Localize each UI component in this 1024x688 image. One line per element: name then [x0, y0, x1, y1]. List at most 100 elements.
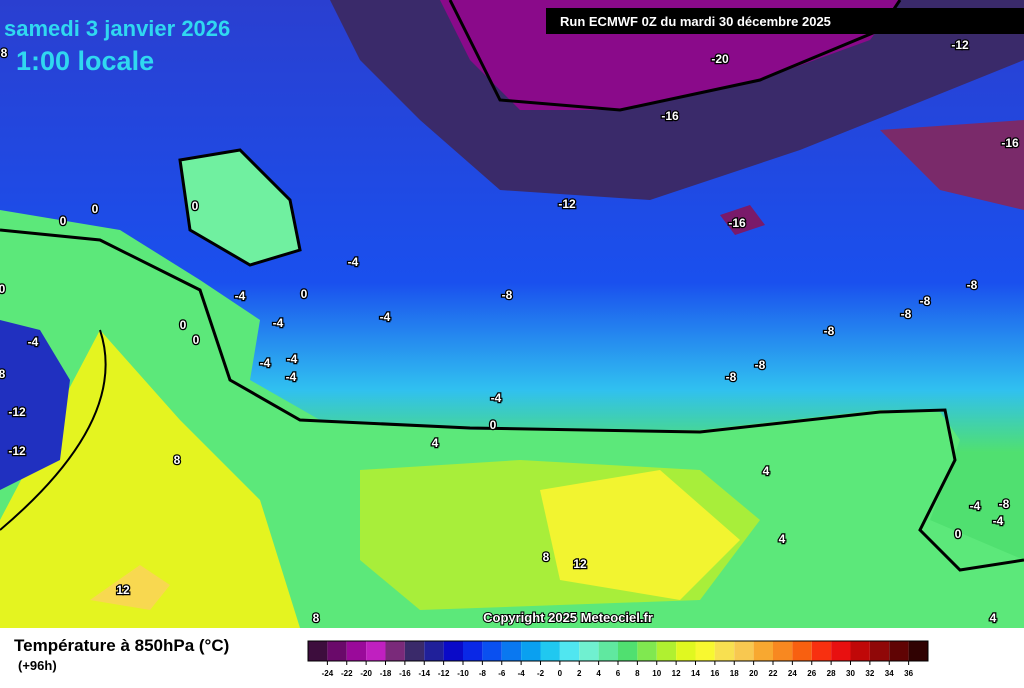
tick-label: -16	[399, 669, 411, 678]
yellow-zone-2	[540, 470, 740, 600]
tick-label: 12	[672, 669, 681, 678]
tick-label: 16	[710, 669, 719, 678]
tick-label: 20	[749, 669, 758, 678]
tick-label: -12	[438, 669, 450, 678]
contour-label: 0	[301, 287, 308, 301]
contour-label: 0	[92, 202, 99, 216]
color-swatch	[753, 641, 773, 661]
contour-label: 0	[193, 333, 200, 347]
color-swatch	[424, 641, 444, 661]
time-title: 1:00 locale	[16, 46, 154, 76]
tick-label: -6	[498, 669, 506, 678]
contour-label: 0	[180, 318, 187, 332]
legend-title: Température à 850hPa (°C)	[14, 636, 229, 655]
contour-label: -4	[491, 391, 502, 405]
contour-label: 0	[0, 282, 6, 296]
contour-label: -8	[726, 370, 737, 384]
color-swatch	[404, 641, 425, 661]
contour-label: -4	[380, 310, 391, 324]
greenland-contour	[178, 148, 302, 267]
tick-label: -2	[537, 669, 545, 678]
tick-label: 10	[652, 669, 661, 678]
tick-label: 2	[577, 669, 582, 678]
contour-label: 4	[779, 532, 786, 546]
contour-label: 12	[116, 583, 130, 597]
color-swatch	[792, 641, 812, 661]
contour-label: -4	[235, 289, 246, 303]
contour-label: 4	[990, 611, 997, 625]
contour-label: 8	[543, 550, 550, 564]
run-label: Run ECMWF 0Z du mardi 30 décembre 2025	[560, 14, 831, 29]
color-swatch	[521, 641, 541, 661]
color-swatch	[869, 641, 890, 661]
contour-label: -8	[824, 324, 835, 338]
date-title: samedi 3 janvier 2026	[4, 16, 230, 41]
tick-label: -18	[380, 669, 392, 678]
color-swatch	[327, 641, 347, 661]
tick-label: 18	[730, 669, 739, 678]
contour-label: 8	[0, 367, 6, 381]
tick-label: -4	[518, 669, 526, 678]
cold-patch	[880, 120, 1024, 210]
color-swatch	[385, 641, 405, 661]
contour-label: -12	[558, 197, 576, 211]
tick-label: 0	[558, 669, 563, 678]
color-swatch	[366, 641, 386, 661]
tick-label: 14	[691, 669, 700, 678]
tick-label: -10	[457, 669, 469, 678]
copyright: Copyright 2025 Meteociel.fr	[483, 610, 653, 625]
orange-patch	[90, 565, 170, 610]
tick-label: 32	[865, 669, 874, 678]
color-swatch	[734, 641, 754, 661]
contour-label: -8	[967, 278, 978, 292]
color-swatch	[831, 641, 851, 661]
contour-label: -4	[273, 316, 284, 330]
contour-label: -8	[901, 307, 912, 321]
contour-label: -4	[993, 514, 1004, 528]
contour-label: -4	[260, 356, 271, 370]
contour-label: 0	[192, 199, 199, 213]
contour-label: -16	[1001, 136, 1019, 150]
contour-label: -12	[951, 38, 969, 52]
run-banner	[546, 8, 1024, 34]
tick-label: 36	[904, 669, 913, 678]
contour-label: 12	[573, 557, 587, 571]
contour-label: 0	[955, 527, 962, 541]
color-swatch	[540, 641, 560, 661]
tick-label: 6	[616, 669, 621, 678]
contour-label: -16	[661, 109, 679, 123]
color-swatch	[676, 641, 696, 661]
tick-label: 24	[788, 669, 797, 678]
tick-label: -8	[479, 669, 487, 678]
contour-label: -4	[287, 352, 298, 366]
color-swatch	[811, 641, 832, 661]
tick-label: 4	[596, 669, 601, 678]
contour-label: 4	[763, 464, 770, 478]
cold-patch-3	[0, 320, 70, 490]
contour-label: -8	[755, 358, 766, 372]
color-swatch	[850, 641, 870, 661]
contour-label: -4	[286, 370, 297, 384]
tick-label: 22	[769, 669, 778, 678]
contour-label: -8	[999, 497, 1010, 511]
contour-label: 8	[1, 46, 8, 60]
contour-label: -16	[728, 216, 746, 230]
legend-subtitle: (+96h)	[18, 658, 57, 673]
contour-label: -8	[502, 288, 513, 302]
contour-label: 0	[490, 418, 497, 432]
color-swatch	[656, 641, 677, 661]
tick-label: -14	[418, 669, 430, 678]
color-swatch	[579, 641, 599, 661]
color-swatch	[889, 641, 909, 661]
color-swatch	[559, 641, 580, 661]
tick-label: 28	[827, 669, 836, 678]
tick-label: 30	[846, 669, 855, 678]
color-swatch	[773, 641, 793, 661]
yellow-zone	[0, 330, 300, 628]
contour-label: 4	[432, 436, 439, 450]
contour-label: -8	[920, 294, 931, 308]
contour-label: -12	[8, 444, 26, 458]
color-swatch	[443, 641, 463, 661]
